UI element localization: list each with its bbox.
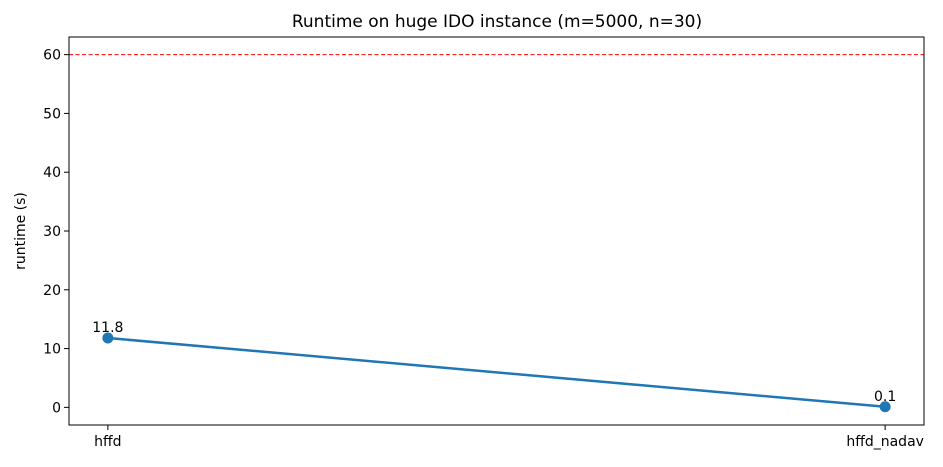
y-tick-label: 60: [43, 48, 61, 64]
y-axis-label: runtime (s): [13, 192, 29, 270]
plot-area: 0 10 20 30 40 50 60 hffd hffd_nadav 11.8 0.1: [43, 36, 925, 450]
data-label: 0.1: [874, 389, 896, 405]
series-line: [107, 336, 886, 409]
x-tick-label: hffd_nadav: [846, 434, 924, 450]
chart-title: Runtime on huge IDO instance (m=5000, n=…: [292, 12, 702, 32]
plot-frame: [68, 36, 925, 426]
y-tick-label: 0: [52, 400, 61, 416]
y-tick-label: 20: [43, 283, 61, 299]
y-tick-label: 30: [43, 224, 61, 240]
x-tick-label: hffd: [94, 434, 121, 450]
y-tick-label: 40: [43, 165, 61, 181]
y-tick-label: 10: [43, 342, 61, 358]
data-label: 11.8: [92, 320, 123, 336]
y-tick-label: 50: [43, 106, 61, 122]
data-point: [879, 401, 891, 413]
data-point: [102, 332, 114, 344]
